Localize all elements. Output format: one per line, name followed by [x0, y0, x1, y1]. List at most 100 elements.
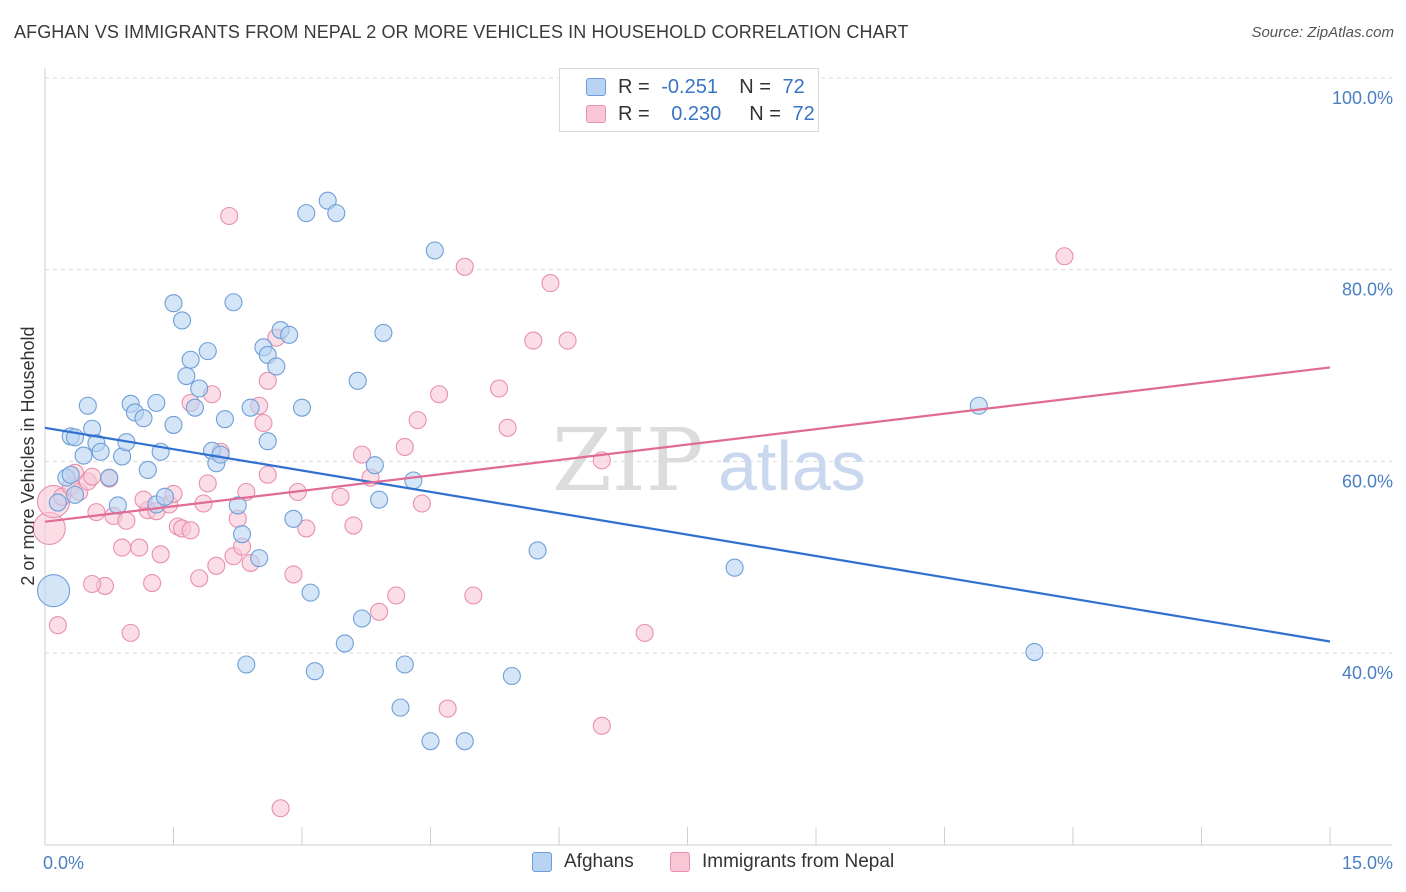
afghans-legend-swatch: [532, 852, 552, 872]
nepal-point: [117, 511, 136, 530]
afghans-point: [78, 396, 97, 415]
nepal-swatch: [586, 105, 606, 123]
chart-title: AFGHAN VS IMMIGRANTS FROM NEPAL 2 OR MOR…: [14, 22, 909, 42]
afghans-point: [284, 509, 303, 528]
afghans-point: [455, 732, 474, 751]
stats-legend-row-nepal: R = 0.230 N = 72: [586, 102, 815, 126]
afghans-point: [297, 204, 316, 223]
afghans-point: [147, 393, 166, 412]
afghans-point: [267, 357, 286, 376]
afghans-point: [1025, 642, 1044, 662]
afghans-swatch: [586, 78, 606, 96]
nepal-legend-swatch: [670, 852, 690, 872]
n-label: N =: [749, 102, 781, 125]
n-value-nepal: 72: [792, 102, 815, 125]
afghans-point: [301, 583, 320, 602]
nepal-point: [87, 503, 106, 522]
watermark-atlas: atlas: [718, 427, 866, 505]
afghans-point: [280, 325, 299, 344]
nepal-point: [83, 467, 102, 486]
nepal-point: [489, 379, 509, 398]
afghans-point: [100, 468, 119, 487]
nepal-point: [464, 586, 483, 605]
afghans-point: [404, 471, 423, 490]
afghans-point: [48, 493, 67, 512]
afghans-point: [502, 666, 521, 686]
zipatlas-watermark: ZIP atlas: [552, 411, 866, 511]
nepal-point: [258, 465, 277, 484]
y-axis-label: 2 or more Vehicles in Household: [18, 326, 38, 585]
afghans-point: [173, 311, 192, 330]
nepal-point: [395, 437, 414, 457]
nepal-point: [284, 565, 303, 584]
nepal-point: [181, 521, 200, 540]
y-tick-label: 100.0%: [1332, 88, 1393, 108]
nepal-point: [113, 538, 132, 557]
afghans-point: [327, 204, 346, 223]
afghans-point: [134, 409, 153, 428]
nepal-point: [438, 699, 457, 718]
afghans-point: [352, 609, 372, 628]
nepal-point: [352, 445, 372, 464]
afghans-point: [91, 442, 110, 461]
nepal-point: [592, 716, 611, 735]
afghans-point: [164, 294, 183, 313]
afghans-point: [425, 241, 444, 260]
afghans-point: [528, 541, 547, 560]
nepal-point: [258, 371, 277, 390]
nepal-point: [331, 487, 350, 506]
afghans-point: [190, 379, 209, 398]
nepal-point: [151, 545, 170, 564]
afghans-point: [211, 445, 230, 464]
legend-label-afghans: Afghans: [564, 851, 634, 872]
y-tick-label: 80.0%: [1342, 280, 1393, 300]
legend-label-nepal: Immigrants from Nepal: [702, 851, 895, 872]
tick-labels: 100.0% 80.0% 60.0% 40.0% 0.0% 15.0%: [43, 88, 1393, 873]
afghans-point: [250, 549, 269, 568]
nepal-point: [220, 206, 239, 226]
afghans-point: [305, 662, 324, 681]
series-legend: Afghans Immigrants from Nepal: [0, 851, 1406, 877]
nepal-point: [121, 623, 140, 642]
nepal-point: [297, 519, 316, 538]
y-tick-label: 60.0%: [1342, 471, 1393, 491]
afghans-point: [74, 446, 93, 465]
nepal-point: [83, 574, 102, 594]
afghans-point: [65, 485, 85, 504]
afghans-point: [232, 525, 252, 544]
afghans-point: [215, 410, 234, 429]
nepal-point: [430, 385, 449, 404]
axes: [44, 68, 1392, 846]
source-credit: Source: ZipAtlas.com: [1251, 24, 1394, 41]
afghans-point: [37, 574, 71, 608]
r-label: R =: [618, 102, 650, 125]
afghans-point: [164, 415, 183, 434]
x-tick-label: 15.0%: [1342, 853, 1393, 873]
nepal-point: [271, 799, 290, 818]
afghans-point: [181, 350, 200, 369]
afghans-point: [155, 487, 174, 506]
nepal-point: [143, 573, 162, 593]
nepal-point: [370, 602, 389, 621]
afghans-point: [258, 432, 277, 451]
nepal-point: [524, 331, 543, 350]
afghans-point: [292, 398, 312, 417]
r-label: R =: [618, 75, 650, 98]
afghans-point: [177, 366, 196, 386]
r-value-nepal: 0.230: [671, 102, 722, 125]
nepal-point: [412, 494, 431, 513]
n-value-afghans: 72: [782, 75, 805, 98]
afghans-point: [421, 732, 440, 751]
afghans-point: [228, 496, 247, 515]
afghans-point: [348, 371, 367, 390]
afghans-point: [138, 460, 157, 480]
nepal-point: [408, 411, 427, 430]
afghans-trend-line: [44, 426, 1331, 643]
nepal-point: [344, 516, 363, 535]
legend-item-afghans: Afghans: [532, 851, 634, 873]
afghans-point: [185, 398, 204, 417]
watermark-zip: ZIP: [552, 411, 704, 511]
afghans-point: [318, 191, 337, 210]
nepal-point: [635, 623, 654, 642]
afghans-point: [61, 465, 80, 484]
